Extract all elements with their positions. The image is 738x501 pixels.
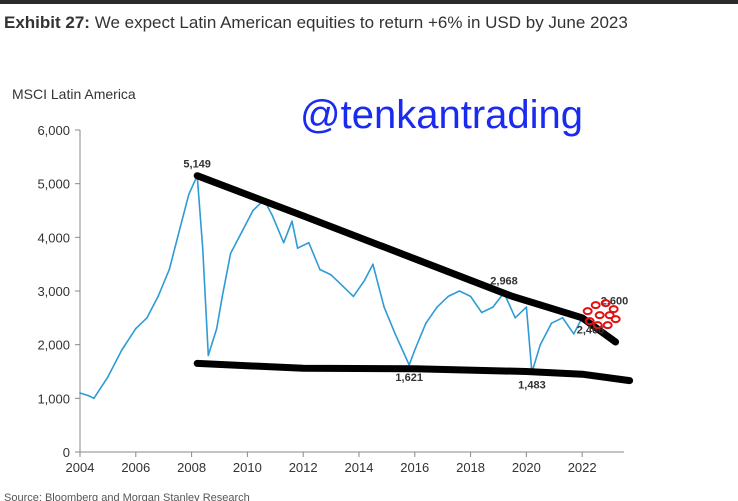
series-title: MSCI Latin America — [12, 86, 136, 102]
x-tick-label: 2022 — [568, 460, 597, 475]
data-label: 1,483 — [518, 379, 546, 391]
data-point — [87, 394, 90, 397]
highlight-scribble — [602, 321, 613, 330]
trendline-layer — [193, 172, 634, 385]
data-point — [201, 247, 204, 249]
data-point — [572, 333, 575, 335]
data-point — [134, 327, 137, 330]
header-rule — [0, 0, 738, 4]
exhibit-label: Exhibit 27: — [4, 13, 90, 32]
data-label: 2,466 — [577, 325, 605, 337]
highlight-scribble — [592, 321, 603, 330]
data-point — [241, 231, 243, 233]
data-point — [363, 279, 366, 282]
y-tick-label: 5,000 — [37, 177, 70, 192]
data-point — [168, 268, 171, 271]
data-point — [550, 322, 553, 325]
highlight-scribble — [582, 307, 593, 316]
x-tick-label: 2010 — [233, 460, 262, 475]
highlight-scribble — [594, 311, 605, 320]
data-point — [215, 327, 218, 330]
data-point — [458, 290, 461, 292]
x-tick-label: 2006 — [121, 460, 150, 475]
highlight-scribble — [600, 299, 611, 308]
data-point — [282, 241, 285, 244]
data-point — [146, 317, 148, 319]
exhibit-title: We expect Latin American equities to ret… — [94, 13, 628, 32]
data-label: 1,621 — [395, 372, 423, 384]
annotation-layer: 5,149 1,621 2,968 1,483 2,466 2,600 — [183, 159, 628, 392]
data-point — [188, 193, 190, 196]
resistance-trendline — [193, 172, 620, 346]
data-point — [352, 295, 355, 298]
data-point — [179, 225, 182, 228]
x-tick-label: 2018 — [456, 460, 485, 475]
data-label: 2,968 — [490, 276, 518, 288]
data-point — [413, 349, 416, 351]
y-tick-label: 0 — [63, 445, 70, 460]
x-tick-label: 2008 — [177, 460, 206, 475]
data-point — [525, 306, 528, 308]
y-tick-label: 6,000 — [37, 123, 70, 138]
data-point — [271, 215, 274, 217]
data-point — [492, 306, 494, 308]
data-label: 2,600 — [601, 295, 629, 307]
series-layer — [79, 174, 600, 400]
highlight-scribble — [590, 301, 601, 310]
marker-layer — [582, 299, 621, 330]
data-point — [447, 295, 450, 298]
highlight-scribble — [604, 311, 615, 320]
data-point — [307, 241, 310, 244]
data-point — [121, 349, 123, 351]
data-point — [291, 220, 293, 223]
data-point — [157, 295, 159, 298]
data-point — [319, 268, 321, 271]
x-tick-label: 2004 — [66, 460, 95, 475]
data-label: 5,149 — [183, 159, 211, 171]
highlight-scribble — [610, 315, 621, 324]
data-point — [296, 247, 299, 249]
data-point — [372, 263, 374, 265]
data-point — [514, 317, 516, 319]
support-trendline — [193, 359, 634, 385]
data-point — [539, 343, 542, 346]
chart-title: Exhibit 27: We expect Latin American equ… — [4, 11, 704, 34]
data-point — [252, 209, 254, 212]
source-note: Source: Bloomberg and Morgan Stanley Res… — [4, 492, 250, 501]
data-point — [480, 311, 483, 314]
chart-axes: 0 1,000 2,000 3,000 4,000 5,000 6,000 2004 2006 2… — [37, 123, 624, 475]
data-point — [79, 392, 81, 394]
x-tick-label: 2012 — [289, 460, 318, 475]
data-point — [425, 322, 427, 325]
watermark-handwriting: @tenkantrading — [300, 93, 583, 137]
data-point — [229, 252, 232, 255]
y-tick-label: 2,000 — [37, 338, 70, 353]
data-point — [207, 354, 210, 357]
y-tick-label: 3,000 — [37, 284, 70, 299]
series-line — [79, 174, 600, 400]
data-point — [93, 397, 95, 400]
highlight-scribble — [608, 305, 619, 314]
x-tick-label: 2016 — [400, 460, 429, 475]
data-point — [330, 274, 332, 276]
data-point — [394, 333, 397, 335]
x-tick-label: 2014 — [345, 460, 374, 475]
y-tick-label: 1,000 — [37, 391, 70, 406]
data-point — [341, 284, 344, 287]
data-point — [561, 317, 564, 319]
data-point — [469, 295, 472, 298]
x-tick-label: 2020 — [512, 460, 541, 475]
data-point — [221, 295, 224, 298]
highlight-scribble — [584, 317, 595, 326]
data-point — [436, 306, 438, 308]
data-point — [107, 376, 109, 378]
y-tick-label: 4,000 — [37, 230, 70, 245]
data-point — [383, 306, 385, 308]
